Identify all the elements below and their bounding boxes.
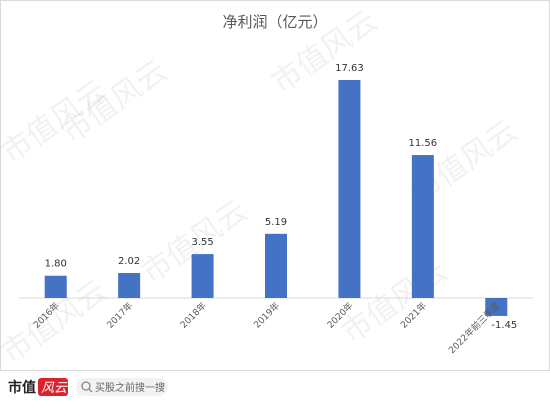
value-label: 5.19	[265, 217, 287, 228]
value-label: 17.63	[335, 63, 364, 74]
bar	[191, 254, 214, 298]
bar	[44, 275, 67, 298]
bar	[265, 233, 287, 298]
value-label: 3.55	[191, 237, 213, 248]
search-icon-handle	[88, 388, 93, 393]
value-label: -1.45	[491, 320, 517, 331]
value-label: 11.56	[409, 138, 438, 149]
bar	[485, 298, 508, 316]
value-label: 1.80	[45, 259, 67, 270]
footer-logo-right: 风云	[41, 381, 68, 396]
logo-box	[38, 378, 68, 396]
bar	[118, 273, 141, 298]
footer: 市值 风云 买股之前搜一搜	[8, 378, 168, 396]
search-icon	[81, 381, 91, 391]
chart-frame	[0, 0, 550, 371]
footer-search: 买股之前搜一搜	[95, 381, 165, 394]
bar	[338, 80, 361, 298]
bar	[411, 155, 434, 298]
value-label: 2.02	[118, 256, 140, 267]
chart-title: 净利润（亿元）	[222, 13, 327, 31]
footer-logo-left: 市值	[8, 379, 36, 396]
search-box	[76, 378, 168, 396]
